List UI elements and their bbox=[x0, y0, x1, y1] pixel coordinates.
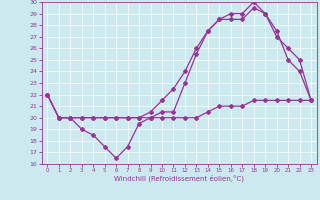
X-axis label: Windchill (Refroidissement éolien,°C): Windchill (Refroidissement éolien,°C) bbox=[114, 175, 244, 182]
